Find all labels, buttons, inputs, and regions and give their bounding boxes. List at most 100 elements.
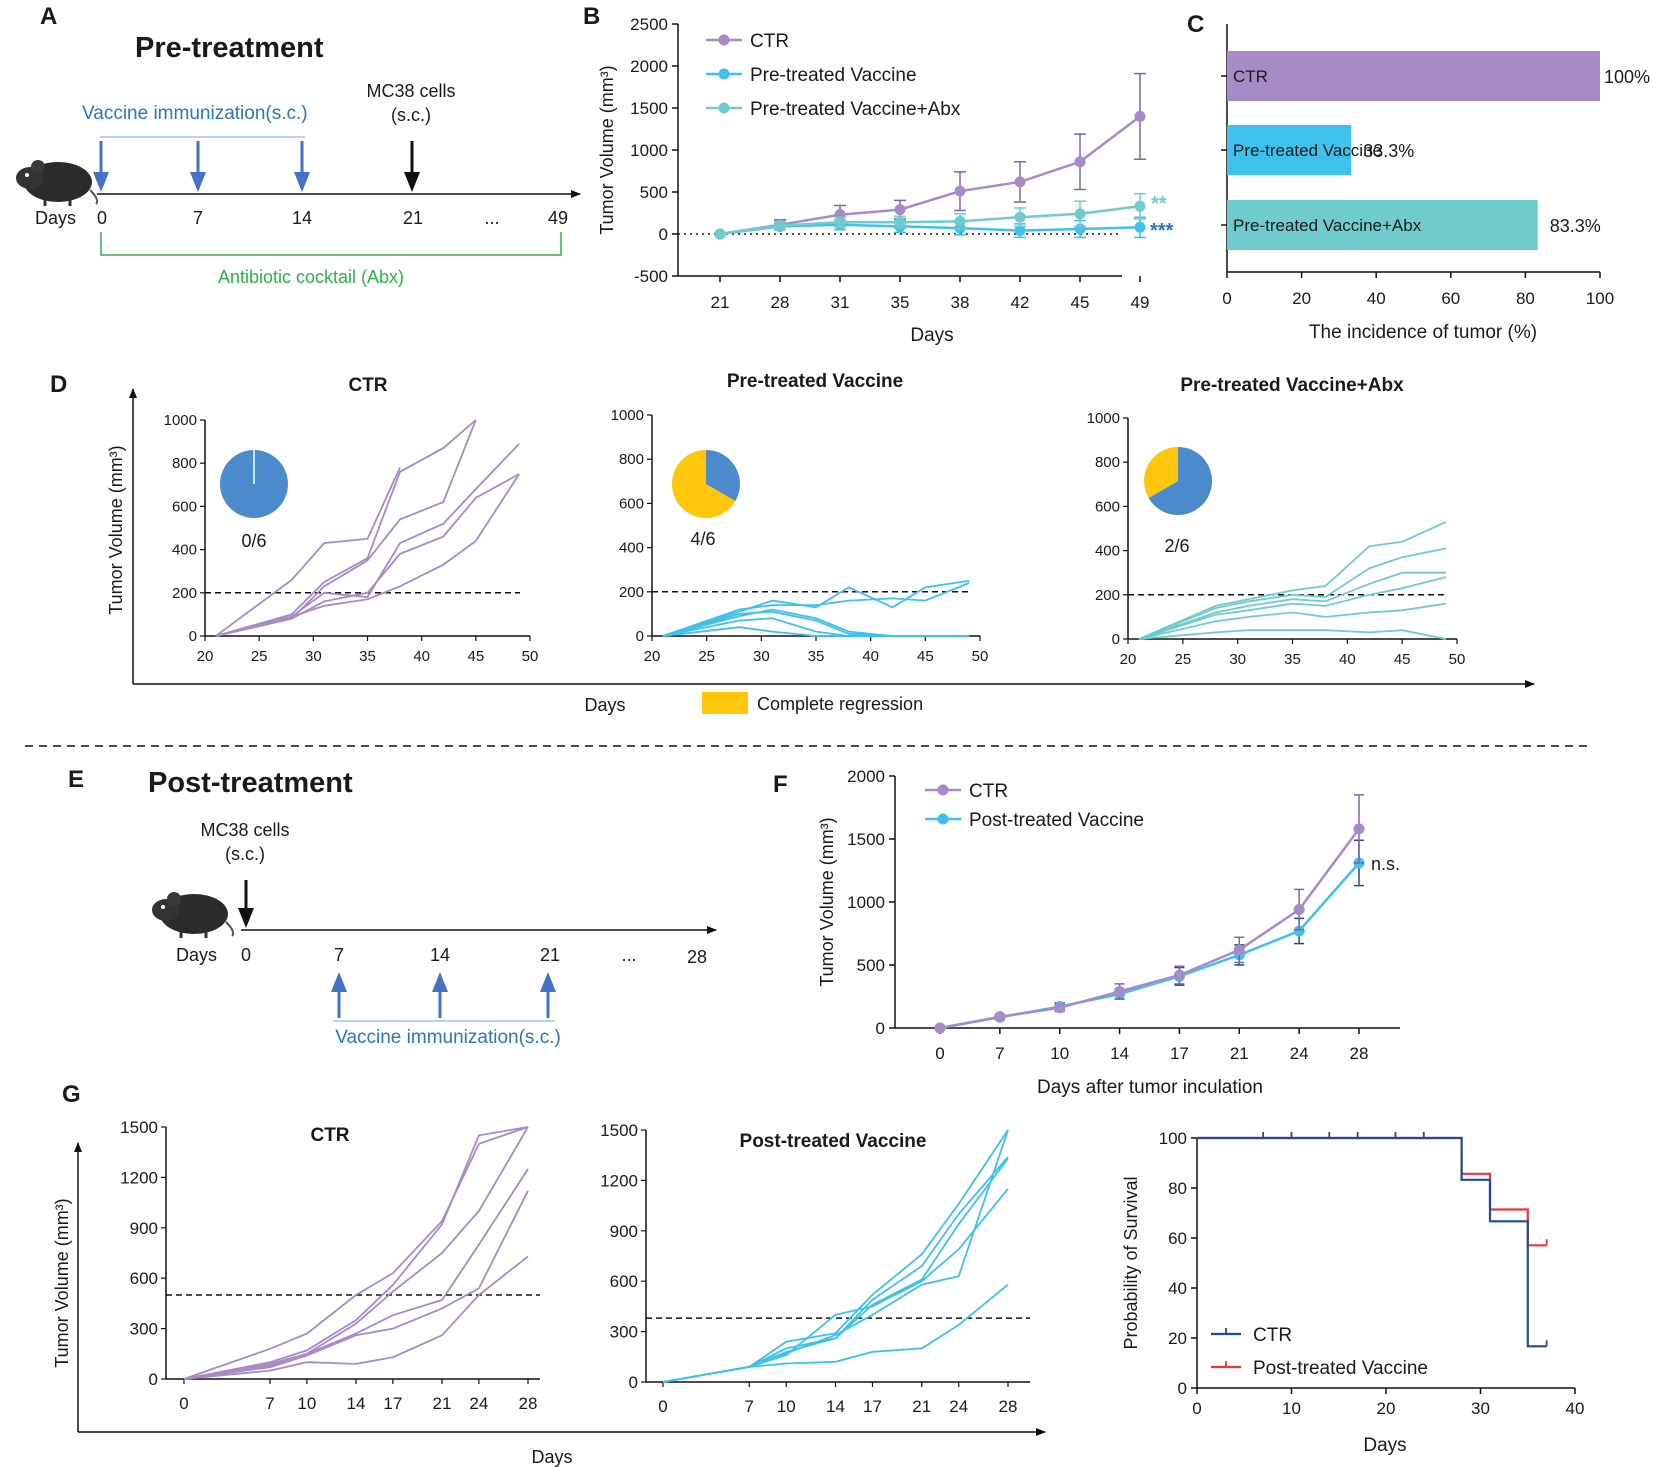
h-ytick-label: 60 bbox=[1168, 1229, 1187, 1248]
b-data-point bbox=[894, 204, 906, 216]
g-mouse-line bbox=[183, 1126, 529, 1380]
g-xtick-label: 0 bbox=[179, 1394, 188, 1413]
f-data-point bbox=[1173, 969, 1185, 981]
b-data-point bbox=[894, 216, 906, 228]
b-data-point bbox=[834, 216, 846, 228]
panel-letter-e: E bbox=[68, 766, 84, 793]
b-data-point bbox=[1074, 156, 1086, 168]
d-fraction-ctr: 0/6 bbox=[241, 531, 266, 551]
day-tick: 14 bbox=[292, 208, 312, 228]
d-x-label: Days bbox=[584, 695, 625, 715]
h-xtick-label: 10 bbox=[1282, 1399, 1301, 1418]
f-series-line bbox=[939, 862, 1360, 1030]
panel-h: 0 20 40 60 80 100 0 10 20 30 40 Probability of Surv… bbox=[1121, 1129, 1584, 1456]
d-y-label: Tumor Volume (mm³) bbox=[106, 445, 126, 614]
d-mouse-line bbox=[1138, 547, 1447, 640]
c-xtick-label: 0 bbox=[1222, 289, 1231, 308]
d-subtitle-vaccine-abx: Pre-treated Vaccine+Abx bbox=[1180, 375, 1404, 396]
c-value-label: 100% bbox=[1604, 67, 1650, 87]
h-ytick-label: 20 bbox=[1168, 1329, 1187, 1348]
d-xtick-label: 45 bbox=[917, 648, 934, 665]
c-xtick-label: 80 bbox=[1516, 289, 1535, 308]
c-xtick-label: 40 bbox=[1367, 289, 1386, 308]
d-mouse-line bbox=[215, 443, 520, 637]
f-xtick-label: 10 bbox=[1050, 1044, 1069, 1063]
f-ytick-label: 1500 bbox=[847, 830, 885, 849]
d-pie-slice bbox=[1144, 447, 1178, 498]
b-ytick-label: 500 bbox=[640, 183, 668, 202]
h-legend-label: Post-treated Vaccine bbox=[1253, 1358, 1428, 1379]
d-xtick-label: 45 bbox=[1394, 651, 1411, 668]
f-xtick-label: 0 bbox=[935, 1044, 944, 1063]
b-legend-marker bbox=[718, 34, 730, 46]
g-xtick-label: 21 bbox=[912, 1397, 931, 1416]
f-series-line bbox=[939, 828, 1361, 1030]
b-data-point bbox=[774, 220, 786, 232]
days-label: Days bbox=[35, 208, 76, 228]
g-ytick-label: 300 bbox=[610, 1323, 638, 1342]
f-data-point bbox=[934, 1022, 946, 1034]
day-tick: ... bbox=[484, 208, 499, 228]
d-mouse-line bbox=[1138, 571, 1446, 640]
f-ytick-label: 500 bbox=[857, 956, 885, 975]
f-x-label: Days after tumor inculation bbox=[1037, 1077, 1263, 1098]
d-xtick-label: 40 bbox=[862, 648, 879, 665]
d-mouse-line bbox=[662, 582, 970, 637]
c-value-label: 83.3% bbox=[1550, 216, 1601, 236]
d-xtick-label: 25 bbox=[698, 648, 715, 665]
b-data-point bbox=[1014, 211, 1026, 223]
d-xtick-label: 20 bbox=[644, 648, 661, 665]
d-xtick-label: 50 bbox=[522, 648, 539, 665]
h-survival-step bbox=[1197, 1136, 1547, 1348]
g-ytick-label: 1200 bbox=[120, 1168, 158, 1187]
g-ytick-label: 0 bbox=[149, 1370, 158, 1389]
g-xtick-label: 17 bbox=[863, 1397, 882, 1416]
f-legend-marker bbox=[937, 813, 949, 825]
d-ytick-label: 800 bbox=[619, 451, 644, 468]
d-xtick-label: 35 bbox=[359, 648, 376, 665]
g-xtick-label: 7 bbox=[745, 1397, 754, 1416]
panel-e: E Post-treatment MC38 cells (s.c.) Days … bbox=[68, 766, 717, 1048]
mc38-label: MC38 cells bbox=[366, 81, 455, 101]
g-mouse-line bbox=[662, 1158, 1009, 1383]
g-x-label: Days bbox=[531, 1447, 572, 1467]
b-data-point bbox=[1134, 221, 1146, 233]
d-ytick-label: 400 bbox=[619, 540, 644, 557]
d-ytick-label: 800 bbox=[172, 455, 197, 472]
g-ytick-label: 1500 bbox=[120, 1118, 158, 1137]
vaccine-arrow bbox=[93, 141, 109, 192]
mouse-icon bbox=[16, 160, 99, 206]
g-xtick-label: 0 bbox=[658, 1397, 667, 1416]
day-tick: 21 bbox=[403, 208, 423, 228]
h-xtick-label: 20 bbox=[1377, 1399, 1396, 1418]
b-xtick-label: 35 bbox=[891, 293, 910, 312]
d-xtick-label: 40 bbox=[413, 648, 430, 665]
d-ytick-label: 0 bbox=[636, 628, 644, 645]
b-significance: *** bbox=[1150, 220, 1174, 242]
g-xtick-label: 21 bbox=[433, 1394, 452, 1413]
c-bar bbox=[1227, 125, 1352, 175]
d-mouse-line bbox=[1138, 629, 1447, 640]
b-series-line bbox=[719, 205, 1141, 236]
c-bar-label: Pre-treated Vaccine+Abx bbox=[1233, 216, 1422, 235]
g-ytick-label: 300 bbox=[130, 1320, 158, 1339]
b-legend-marker bbox=[718, 102, 730, 114]
day-tick: 7 bbox=[334, 945, 344, 965]
b-data-point bbox=[1014, 176, 1026, 188]
day-tick: 7 bbox=[193, 208, 203, 228]
b-xtick-label: 45 bbox=[1071, 293, 1090, 312]
complete-regression-swatch bbox=[702, 692, 748, 714]
b-ytick-label: 0 bbox=[659, 225, 668, 244]
g-xtick-label: 24 bbox=[949, 1397, 968, 1416]
mouse-icon bbox=[152, 892, 235, 938]
b-ytick-label: 1500 bbox=[630, 99, 668, 118]
d-xtick-label: 25 bbox=[1174, 651, 1191, 668]
f-data-point bbox=[994, 1011, 1006, 1023]
d-xtick-label: 45 bbox=[467, 648, 484, 665]
f-xtick-label: 21 bbox=[1230, 1044, 1249, 1063]
h-xtick-label: 40 bbox=[1566, 1399, 1585, 1418]
h-xtick-label: 30 bbox=[1471, 1399, 1490, 1418]
d-fraction-vaccine: 4/6 bbox=[690, 529, 715, 549]
g-mouse-line bbox=[662, 1283, 1009, 1383]
d-ytick-label: 200 bbox=[172, 585, 197, 602]
